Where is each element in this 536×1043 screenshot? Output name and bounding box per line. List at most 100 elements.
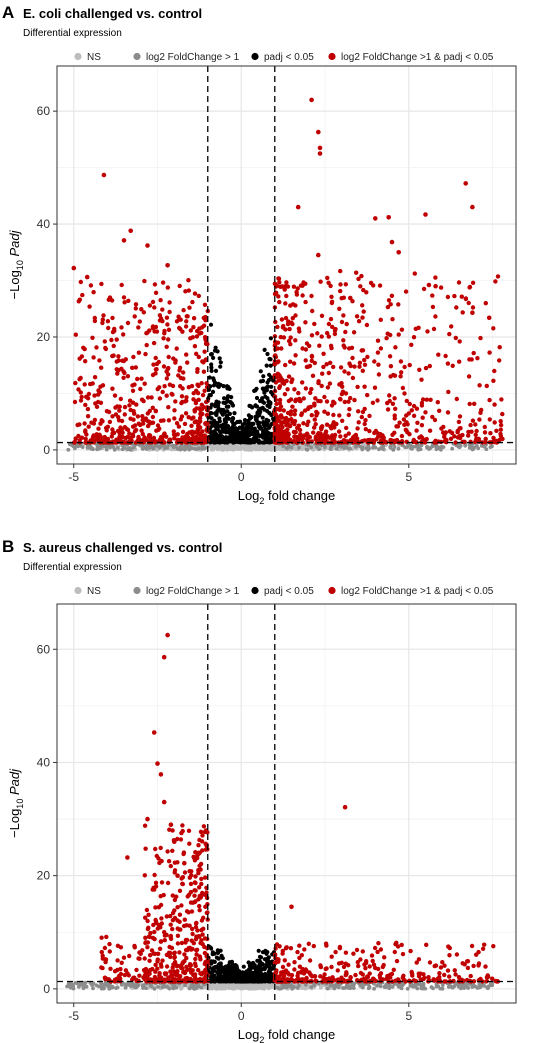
data-point (437, 408, 442, 413)
data-point (309, 413, 314, 418)
data-point (436, 352, 441, 357)
data-point (484, 383, 489, 389)
data-point (94, 404, 100, 409)
data-point (267, 962, 272, 967)
data-point (111, 353, 116, 358)
data-point (431, 326, 437, 332)
data-point (180, 875, 186, 880)
data-point (315, 434, 320, 439)
data-point (367, 984, 372, 989)
data-point (447, 331, 452, 337)
data-point (115, 985, 120, 990)
data-point (341, 343, 346, 348)
data-point (173, 399, 178, 404)
points (66, 97, 505, 452)
data-point (131, 354, 136, 360)
data-point (180, 961, 185, 966)
data-point (388, 332, 393, 338)
data-point (433, 275, 438, 280)
data-point (168, 437, 173, 442)
data-point (433, 283, 438, 289)
data-point (292, 979, 297, 984)
data-point (490, 976, 495, 981)
data-point (480, 946, 486, 951)
data-point (303, 320, 308, 325)
data-point (442, 972, 447, 978)
data-point (325, 411, 331, 416)
data-point (417, 982, 421, 987)
data-point (415, 420, 420, 425)
data-point (264, 437, 269, 442)
data-point (498, 422, 504, 428)
data-point (341, 964, 347, 970)
data-point (154, 428, 159, 433)
data-point (332, 331, 338, 337)
data-point (217, 356, 222, 361)
data-point (156, 951, 161, 956)
data-point (216, 956, 221, 961)
data-point (468, 973, 473, 979)
data-point (85, 396, 91, 401)
data-point (297, 943, 302, 948)
data-point (334, 447, 339, 451)
data-point (268, 363, 273, 368)
data-point (303, 299, 308, 305)
data-point (424, 397, 429, 402)
data-point (292, 434, 297, 439)
data-point (170, 910, 176, 916)
data-point (168, 922, 173, 927)
data-point (83, 429, 88, 435)
data-point (337, 396, 343, 402)
data-point (483, 964, 488, 969)
panel-letter: B (2, 537, 14, 556)
data-point (224, 399, 230, 404)
data-point (184, 909, 190, 914)
data-point (132, 411, 137, 416)
data-point (312, 360, 317, 366)
x-tick-label: 0 (238, 1009, 245, 1023)
data-point (185, 360, 190, 365)
data-point (241, 964, 246, 969)
data-point (359, 273, 364, 279)
data-point (209, 368, 214, 373)
data-point (319, 383, 324, 389)
data-point (434, 447, 439, 452)
data-point (195, 382, 200, 387)
data-point (394, 437, 400, 443)
data-point (200, 833, 205, 838)
data-point (450, 363, 455, 368)
data-point (288, 397, 294, 402)
data-point (172, 839, 177, 844)
data-point (104, 440, 109, 445)
data-point (92, 417, 98, 423)
data-point (179, 940, 185, 946)
data-point (476, 961, 482, 966)
data-point (310, 373, 316, 378)
data-point (190, 983, 195, 988)
data-point (181, 370, 186, 375)
data-point (306, 941, 311, 946)
data-point (347, 346, 352, 351)
data-point (211, 968, 216, 974)
data-point (158, 418, 164, 423)
data-point (357, 360, 363, 365)
data-point (454, 952, 460, 957)
data-point (283, 946, 289, 951)
data-point (354, 947, 360, 953)
data-point (283, 315, 289, 321)
data-point (177, 368, 182, 373)
data-point (283, 362, 288, 368)
data-point (209, 961, 214, 966)
data-point (225, 409, 230, 414)
data-point (168, 934, 173, 939)
data-point (337, 382, 342, 387)
data-point (312, 974, 318, 979)
data-point (218, 423, 223, 429)
data-point (321, 436, 326, 442)
data-point (253, 447, 258, 452)
data-point (273, 970, 278, 975)
data-point (167, 953, 172, 959)
data-point (128, 407, 133, 413)
data-point (73, 446, 77, 451)
data-point (161, 336, 166, 341)
